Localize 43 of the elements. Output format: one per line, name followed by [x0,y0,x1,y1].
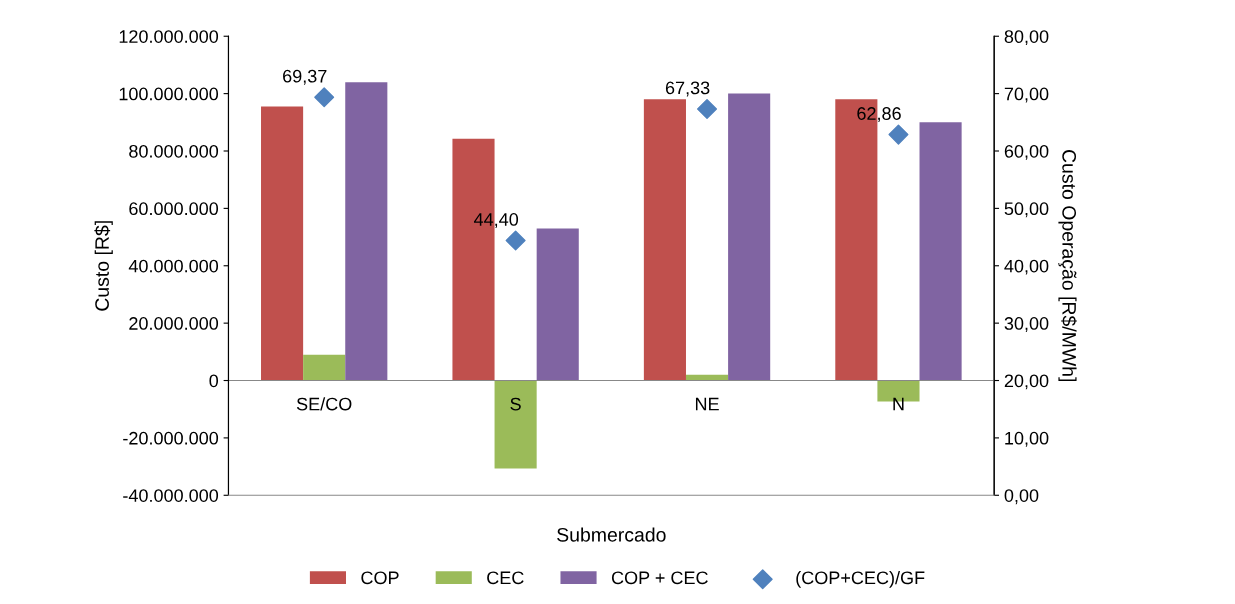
y-tick-label: 20.000.000 [129,317,219,330]
y-tick-label: 40.000.000 [128,259,219,273]
legend-label: CEC [487,571,524,585]
bar [303,354,346,381]
y-tick-label: -20.000.000 [123,431,219,445]
x-tick-label: S [510,397,521,411]
y-axis-title: Custo [R$] [94,221,113,311]
y2-tick-label: 10,00 [1005,431,1049,447]
data-label: 69,37 [283,69,327,85]
y2-tick-label: 30,00 [1004,317,1049,332]
y-tick-label: 120.000.000 [119,30,219,43]
bar [643,99,686,381]
y-tick-label: 100.000.000 [119,87,219,101]
y-tick-label: 80.000.000 [129,144,219,158]
y-tick-label: 0 [209,374,219,388]
bar [728,93,771,381]
bar [536,228,579,381]
point [697,98,718,119]
data-label: 67,33 [665,81,710,97]
point [888,124,909,145]
bar [261,106,304,381]
x-tick-label: NE [695,397,719,411]
y2-tick-label: 60,00 [1004,144,1049,160]
point [314,87,335,108]
y2-tick-label: 70,00 [1004,87,1049,103]
x-axis-title: Submercado [557,527,666,542]
y-tick-label: 60.000.000 [129,202,219,216]
y-tick-label: -40.000.000 [123,489,219,502]
legend-label: COP [361,571,399,585]
y2-tick-label: 40,00 [1004,259,1049,275]
bar [919,122,962,381]
y2-tick-label: 50,00 [1004,202,1049,218]
bar [494,380,537,469]
legend-label: COP + CEC [611,571,708,585]
x-tick-label: N [893,397,904,411]
point [505,230,526,251]
y2-axis-title: Custo Operação [R$/MWh] [1058,150,1077,382]
y2-tick-label: 80,00 [1004,30,1049,46]
bar [345,82,388,381]
x-tick-label: SE/CO [296,397,352,411]
y2-tick-label: 0,00 [1004,489,1039,505]
y2-tick-label: 20,00 [1004,374,1049,390]
legend-label: (COP+CEC)/GF [796,570,925,588]
